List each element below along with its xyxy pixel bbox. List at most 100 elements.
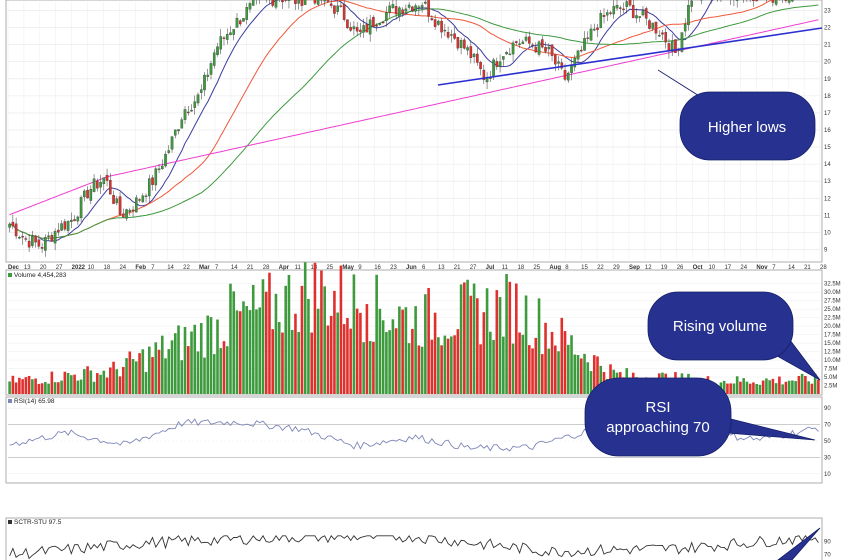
candle-body bbox=[661, 32, 664, 35]
volume-bar bbox=[476, 298, 479, 394]
date-tick-label: 25 bbox=[533, 265, 540, 271]
candle-body bbox=[355, 27, 359, 32]
volume-bar bbox=[774, 383, 778, 394]
candle-body bbox=[612, 6, 616, 15]
candle-body bbox=[492, 59, 495, 77]
candle-body bbox=[216, 46, 219, 55]
candle-body bbox=[222, 37, 226, 39]
candle-body bbox=[391, 4, 395, 9]
volume-bar bbox=[27, 375, 31, 394]
volume-bar bbox=[424, 294, 427, 394]
candle-body bbox=[424, 1, 427, 4]
candle-body bbox=[8, 223, 11, 228]
volume-bar bbox=[264, 291, 268, 394]
volume-bar bbox=[342, 324, 346, 394]
candle-body bbox=[346, 19, 349, 29]
date-tick-label: 28 bbox=[263, 265, 270, 271]
sctr-panel bbox=[5, 517, 823, 560]
candle-body bbox=[92, 178, 96, 192]
candle-body bbox=[154, 168, 158, 186]
candle-body bbox=[122, 213, 125, 218]
candle-body bbox=[774, 0, 778, 5]
candle-body bbox=[547, 46, 551, 50]
price-y-tick-label: 20 bbox=[824, 60, 831, 66]
volume-bar bbox=[297, 331, 300, 394]
candle-body bbox=[177, 129, 180, 132]
volume-bar bbox=[534, 337, 538, 394]
volume-bar bbox=[53, 382, 57, 394]
candle-body bbox=[541, 39, 544, 48]
sctr-header: SCTR-STU 97.5 bbox=[8, 519, 62, 526]
candle-body bbox=[160, 165, 164, 170]
candle-body bbox=[784, 0, 788, 1]
candle-body bbox=[427, 0, 430, 17]
candle-body bbox=[479, 62, 482, 70]
volume-bar bbox=[771, 378, 775, 394]
volume-bar bbox=[411, 328, 414, 394]
volume-bar bbox=[251, 284, 255, 394]
candle-body bbox=[180, 119, 184, 129]
candle-body bbox=[385, 12, 388, 21]
volume-bar bbox=[248, 310, 252, 394]
candle-body bbox=[466, 47, 469, 51]
volume-bar bbox=[579, 358, 583, 394]
rsi-y-tick-label: 90 bbox=[824, 406, 831, 412]
candle-body bbox=[401, 9, 404, 14]
candle-body bbox=[203, 74, 206, 91]
price-y-tick-label: 18 bbox=[824, 94, 831, 100]
ma-mid-line bbox=[9, 0, 773, 239]
volume-bar bbox=[122, 366, 125, 394]
candle-body bbox=[505, 52, 508, 55]
candle-body bbox=[333, 5, 336, 14]
volume-bar bbox=[739, 381, 742, 394]
volume-bar bbox=[547, 348, 551, 394]
sctr-line bbox=[9, 534, 819, 560]
candle-body bbox=[563, 70, 567, 80]
candle-body bbox=[24, 238, 28, 240]
volume-bar bbox=[112, 361, 115, 394]
date-tick-label: May bbox=[342, 265, 354, 271]
volume-bar bbox=[573, 354, 577, 394]
candle-body bbox=[502, 56, 505, 60]
candle-body bbox=[755, 0, 758, 2]
volume-bar bbox=[489, 331, 492, 394]
sctr-y-tick-label: 90 bbox=[824, 540, 831, 546]
candle-body bbox=[381, 21, 385, 24]
candle-body bbox=[394, 6, 398, 15]
volume-bar bbox=[232, 291, 236, 394]
volume-bar bbox=[381, 320, 385, 394]
date-tick-label: 22 bbox=[183, 265, 190, 271]
candle-body bbox=[365, 24, 369, 33]
date-tick-label: Aug bbox=[549, 265, 561, 271]
date-tick-label: 21 bbox=[247, 265, 254, 271]
volume-bar bbox=[313, 262, 317, 394]
date-tick-label: Mar bbox=[199, 265, 210, 271]
volume-bar bbox=[463, 282, 466, 394]
date-tick-label: 24 bbox=[740, 265, 747, 271]
volume-bar bbox=[216, 319, 219, 394]
volume-bar bbox=[456, 329, 460, 394]
candle-body bbox=[89, 189, 93, 201]
volume-bar bbox=[755, 383, 758, 394]
candle-body bbox=[602, 15, 606, 17]
candle-body bbox=[303, 0, 307, 5]
candle-body bbox=[450, 34, 453, 36]
date-tick-label: 19 bbox=[661, 265, 668, 271]
callout-rising-volume-text: Rising volume bbox=[673, 318, 767, 335]
candle-body bbox=[657, 35, 661, 37]
volume-bar bbox=[229, 283, 232, 394]
candle-body bbox=[144, 195, 148, 197]
candle-body bbox=[631, 4, 635, 19]
price-y-tick-label: 10 bbox=[824, 230, 831, 236]
candle-body bbox=[37, 239, 41, 247]
volume-bar bbox=[466, 279, 469, 394]
candle-body bbox=[674, 39, 677, 53]
volume-bar bbox=[349, 328, 352, 394]
volume-bar bbox=[66, 372, 70, 394]
date-tick-label: 11 bbox=[502, 265, 509, 271]
volume-bar bbox=[459, 284, 463, 394]
date-tick-label: 21 bbox=[454, 265, 461, 271]
volume-bar bbox=[73, 374, 76, 394]
candle-body bbox=[589, 28, 593, 41]
candle-body bbox=[251, 0, 255, 6]
